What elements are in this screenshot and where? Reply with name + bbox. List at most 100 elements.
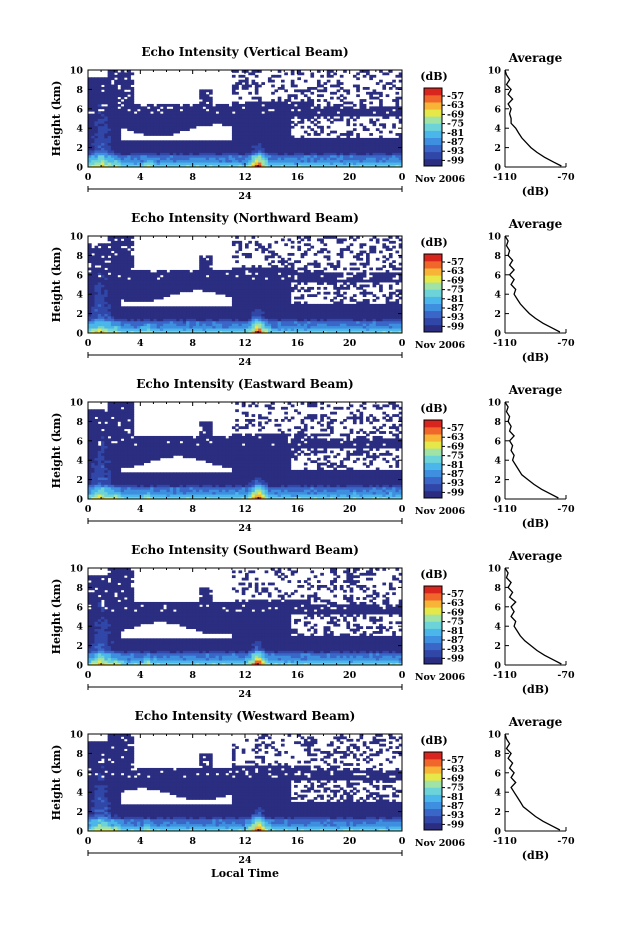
heatmap-cell — [300, 154, 305, 158]
heatmap-cell — [199, 284, 203, 288]
heatmap-cell — [307, 133, 311, 136]
heatmap-cell — [120, 162, 125, 165]
heatmap-cell — [94, 274, 99, 278]
heatmap-cell — [166, 125, 171, 129]
heatmap-cell — [150, 142, 154, 146]
heatmap-cell — [238, 320, 243, 324]
heatmap-cell — [225, 142, 230, 146]
heatmap-cell — [91, 99, 95, 102]
heatmap-cell — [189, 289, 194, 293]
heatmap-cell — [372, 328, 377, 331]
heatmap-cell — [202, 159, 207, 163]
heatmap-cell — [274, 316, 279, 319]
heatmap-cell — [287, 311, 292, 314]
heatmap-cell — [179, 147, 184, 151]
heatmap-cell — [235, 284, 239, 288]
heatmap-cell — [195, 154, 200, 158]
heatmap-cell — [254, 89, 259, 93]
heatmap-cell — [117, 238, 122, 242]
heatmap-cell — [209, 89, 213, 93]
heatmap-cell — [110, 267, 115, 271]
heatmap-cell — [359, 274, 364, 278]
heatmap-cell — [104, 154, 109, 158]
heatmap-cell — [107, 123, 112, 127]
heatmap-cell — [280, 147, 285, 151]
heatmap-cell — [222, 282, 226, 285]
heatmap-cell — [114, 257, 118, 261]
heatmap-cell — [245, 291, 249, 295]
heatmap-cell — [123, 277, 128, 281]
heatmap-cell — [140, 157, 144, 161]
heatmap-cell — [303, 162, 308, 165]
heatmap-cell — [277, 323, 282, 327]
heatmap-cell — [117, 267, 122, 271]
heatmap-cell — [186, 154, 190, 158]
heatmap-cell — [176, 284, 180, 288]
heatmap-cell — [107, 313, 112, 317]
heatmap-cell — [88, 323, 92, 327]
heatmap-cell — [235, 308, 239, 312]
heatmap-cell — [173, 316, 177, 319]
heatmap-cell — [326, 325, 331, 329]
heatmap-cell — [212, 111, 216, 115]
heatmap-cell — [159, 294, 164, 298]
heatmap-cell — [199, 306, 203, 310]
heatmap-cell — [287, 279, 292, 283]
heatmap-cell — [349, 150, 354, 153]
heatmap-cell — [267, 125, 272, 129]
heatmap-cell — [176, 120, 180, 124]
heatmap-cell — [130, 147, 135, 151]
heatmap-cell — [359, 318, 364, 322]
heatmap-cell — [88, 108, 92, 112]
heatmap-cell — [218, 325, 223, 329]
heatmap-cell — [359, 103, 364, 107]
heatmap-cell — [379, 311, 383, 314]
heatmap-cell — [150, 279, 154, 283]
heatmap-cell — [287, 318, 292, 322]
heatmap-cell — [114, 296, 118, 300]
heatmap-cell — [323, 277, 328, 281]
heatmap-cell — [117, 313, 122, 317]
heatmap-cell — [202, 99, 207, 102]
heatmap-cell — [245, 140, 249, 144]
heatmap-cell — [209, 269, 213, 273]
heatmap-cell — [290, 82, 295, 85]
heatmap-cell — [388, 154, 393, 158]
heatmap-cell — [104, 291, 109, 295]
heatmap-cell — [267, 133, 272, 136]
heatmap-cell — [127, 150, 131, 153]
heatmap-cell — [392, 111, 396, 115]
heatmap-cell — [310, 142, 315, 146]
heatmap-cell — [245, 318, 249, 322]
heatmap-cell — [182, 282, 187, 285]
heatmap-cell — [127, 82, 131, 85]
heatmap-cell — [130, 150, 135, 153]
heatmap-cell — [146, 111, 151, 115]
heatmap-cell — [254, 301, 259, 305]
heatmap-cell — [254, 316, 259, 319]
heatmap-cell — [330, 140, 334, 144]
heatmap-cell — [330, 142, 334, 146]
heatmap-cell — [323, 86, 328, 90]
heatmap-cell — [323, 320, 328, 324]
heatmap-cell — [300, 313, 305, 317]
heatmap-cell — [248, 157, 252, 161]
heatmap-cell — [156, 318, 161, 322]
heatmap-cell — [316, 142, 321, 146]
heatmap-cell — [88, 118, 92, 122]
heatmap-cell — [97, 116, 102, 119]
heatmap-cell — [195, 274, 200, 278]
heatmap-cell — [114, 123, 118, 127]
heatmap-cell — [290, 274, 295, 278]
heatmap-cell — [290, 135, 295, 139]
heatmap-cell — [222, 162, 226, 165]
heatmap-cell — [123, 74, 128, 78]
heatmap-cell — [130, 255, 135, 259]
heatmap-cell — [209, 313, 213, 317]
heatmap-cell — [290, 303, 295, 307]
heatmap-cell — [245, 77, 249, 81]
heatmap-cell — [320, 303, 324, 307]
heatmap-cell — [352, 154, 357, 158]
heatmap-cell — [176, 103, 180, 107]
heatmap-cell — [238, 299, 243, 302]
